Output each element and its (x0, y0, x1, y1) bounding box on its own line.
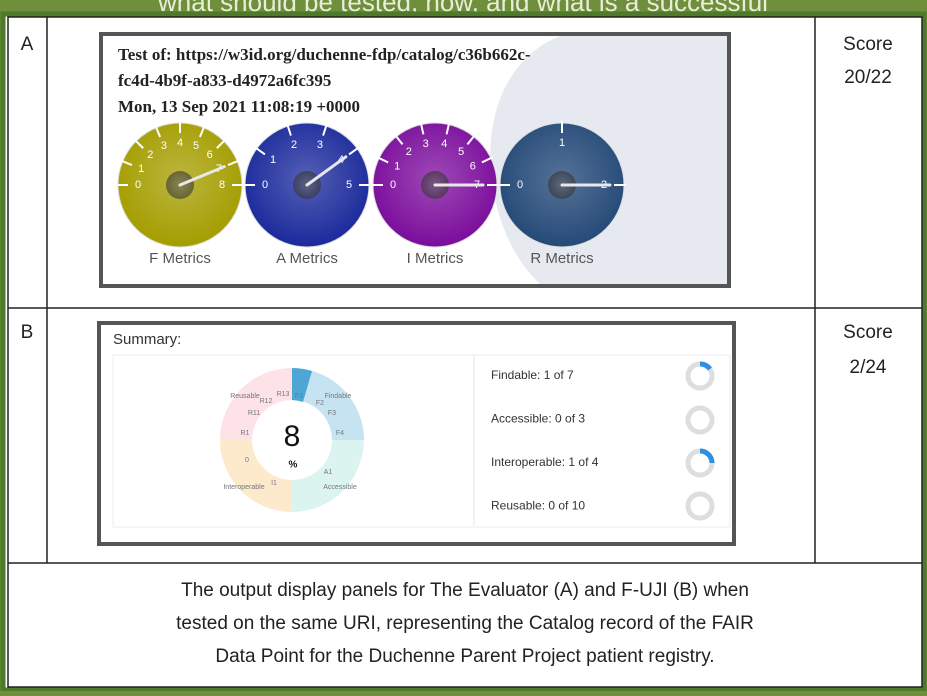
center-unit: % (289, 460, 298, 471)
center-value: 8 (284, 420, 301, 453)
gauge-tick-label: 3 (161, 140, 167, 152)
summary-item: Accessible: 0 of 3 (491, 412, 585, 426)
gauge-tick-label: 0 (262, 179, 268, 191)
summary-item: Interoperable: 1 of 4 (491, 455, 599, 469)
gauge-tick-label: 1 (559, 137, 565, 149)
gauge-tick-label: 2 (147, 149, 153, 161)
donut-label: F3 (328, 410, 336, 417)
row-label: B (21, 322, 34, 343)
gauge-tick-label: 5 (458, 146, 464, 158)
page: { "header_fragment": "what should be tes… (0, 0, 927, 691)
summary-item: Findable: 1 of 7 (491, 368, 574, 382)
gauge-label: F Metrics (149, 250, 211, 267)
score-label: Score (843, 322, 893, 343)
summary-item: Reusable: 0 of 10 (491, 499, 585, 513)
donut-label: R13 (277, 391, 290, 398)
summary-title: Summary: (113, 331, 181, 348)
donut-label: I1 (271, 480, 277, 487)
gauge-tick-label: 2 (291, 139, 297, 151)
donut-label: Findable (325, 393, 352, 400)
gauge-tick-label: 2 (406, 146, 412, 158)
gauge-tick-label: 8 (219, 179, 225, 191)
gauge-tick-label: 5 (193, 140, 199, 152)
donut-label: Accessible (323, 484, 357, 491)
gauge-tick-label: 1 (270, 154, 276, 166)
gauge-tick-label: 4 (441, 138, 447, 150)
gauge-tick-label: 6 (470, 161, 476, 173)
gauge-label: I Metrics (407, 250, 464, 267)
gauge-tick-label: 1 (138, 163, 144, 175)
test-title: fc4d-4b9f-a833-d4972a6fc395 (118, 71, 331, 90)
score: 20/22 (844, 67, 892, 88)
summary-box (113, 355, 730, 527)
donut-label: R1 (241, 430, 250, 437)
donut-label: 0 (245, 457, 249, 464)
donut-label: Reusable (230, 393, 260, 400)
test-title: Test of: https://w3id.org/duchenne-fdp/c… (118, 45, 531, 64)
donut-label: A1 (324, 469, 333, 476)
caption: tested on the same URI, representing the… (176, 613, 754, 634)
gauge-tick-label: 1 (394, 161, 400, 173)
donut-label: F4 (336, 430, 344, 437)
donut-label: F2 (316, 400, 324, 407)
gauge-tick-label: 0 (517, 179, 523, 191)
score-label: Score (843, 34, 893, 55)
gauge-tick-label: 5 (346, 179, 352, 191)
caption: The output display panels for The Evalua… (181, 580, 749, 601)
row-label: A (21, 34, 34, 55)
donut-label: Interoperable (223, 484, 264, 491)
gauge-label: A Metrics (276, 250, 338, 267)
donut-label: R12 (260, 398, 273, 405)
test-date: Mon, 13 Sep 2021 11:08:19 +0000 (118, 97, 360, 116)
score: 2/24 (850, 357, 887, 378)
caption: Data Point for the Duchenne Parent Proje… (215, 646, 714, 667)
figure: what should be tested, how, and what is … (0, 0, 927, 691)
gauge-tick-label: 6 (207, 149, 213, 161)
gauge-tick-label: 0 (135, 179, 141, 191)
gauge-tick-label: 3 (317, 139, 323, 151)
gauge-tick-label: 0 (390, 179, 396, 191)
donut-label: R11 (248, 410, 260, 417)
gauge-tick-label: 4 (177, 137, 183, 149)
gauge-tick-label: 3 (423, 138, 429, 150)
donut-label: F1 (295, 393, 303, 400)
gauge-label: R Metrics (530, 250, 593, 267)
